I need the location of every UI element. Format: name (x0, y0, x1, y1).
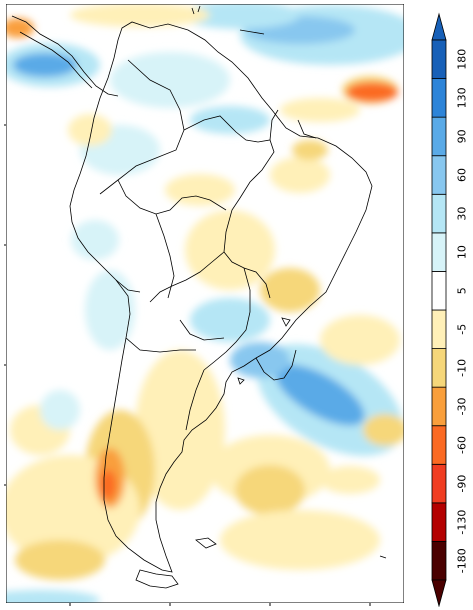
colorbar-cell (431, 348, 447, 388)
frame-ticks (4, 124, 371, 606)
colorbar-cell (431, 463, 447, 504)
colorbar-tick-label: 10 (456, 245, 469, 259)
colorbar-tick-label: 5 (456, 287, 469, 294)
colorbar-cell (431, 541, 447, 581)
colorbar-cell (431, 271, 447, 311)
colorbar-arrow-top (431, 12, 447, 41)
colorbar-tick-label: -90 (456, 475, 469, 493)
colorbar-tick-label: -5 (456, 324, 469, 335)
colorbar-cell (431, 386, 447, 427)
colorbar-tick-label: 60 (456, 168, 469, 182)
colorbar-tick-label: -10 (456, 359, 469, 377)
colorbar-cell (431, 309, 447, 349)
colorbar-cell (431, 502, 447, 542)
colorbar: -180 -130 -90 -60 -30 -10 -5 5 10 30 60 90 130 180 (431, 12, 469, 607)
colorbar-cell (431, 193, 447, 234)
colorbar-tick-label: -130 (456, 510, 469, 535)
colorbar-cell (431, 232, 447, 272)
colorbar-tick-label: -60 (456, 436, 469, 454)
colorbar-tick-label: 30 (456, 207, 469, 221)
colorbar-tick-label: 90 (456, 129, 469, 143)
colorbar-tick-label: 180 (456, 49, 469, 70)
colorbar-arrow-bottom (431, 579, 447, 607)
coastline-and-borders (11, 5, 387, 589)
colorbar-tick-label: 130 (456, 87, 469, 108)
precipitation-anomaly-map (4, 4, 404, 606)
colorbar-tick-label: -180 (456, 548, 469, 573)
colorbar-cell (431, 39, 447, 79)
colorbar-cell (431, 155, 447, 195)
colorbar-cell (431, 78, 447, 118)
colorbar-cell (431, 116, 447, 157)
colorbar-tick-label: -30 (456, 397, 469, 415)
colorbar-cell (431, 425, 447, 465)
